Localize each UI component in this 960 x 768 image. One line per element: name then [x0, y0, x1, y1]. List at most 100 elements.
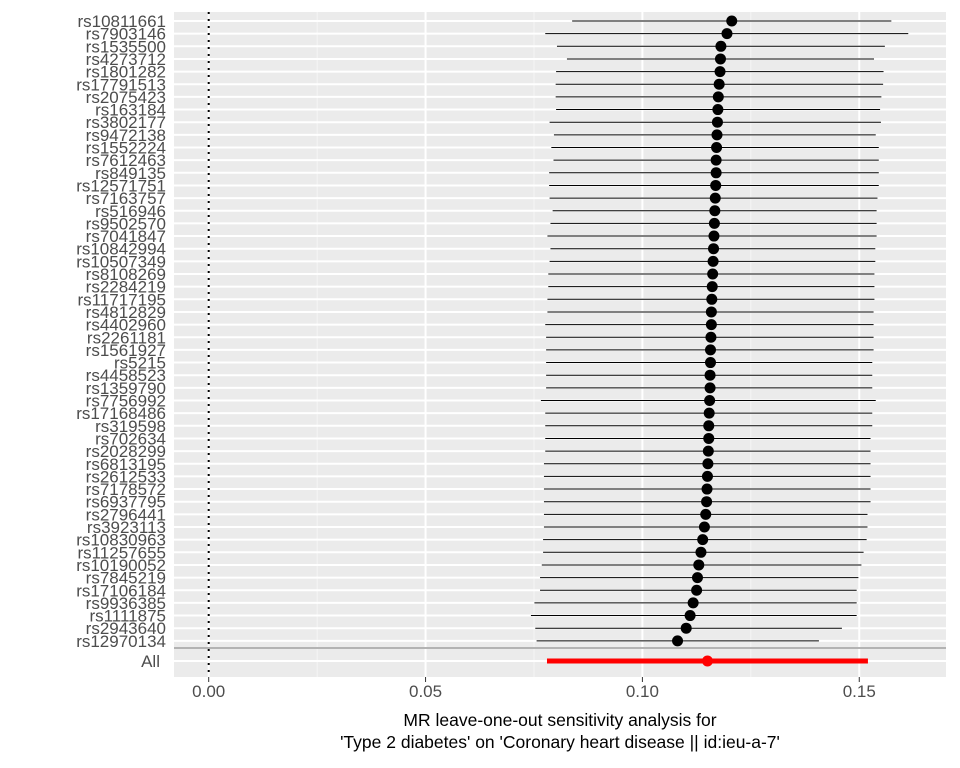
point-rs3802177: [711, 116, 723, 128]
y-tick-label-rs516946: rs516946: [95, 202, 166, 221]
y-tick-label-rs17168486: rs17168486: [76, 404, 166, 423]
y-tick-label-rs4812829: rs4812829: [86, 303, 166, 322]
point-rs7756992: [704, 395, 716, 406]
point-rs10507349: [707, 255, 719, 267]
point-rs163184: [712, 104, 724, 116]
point-rs4273712: [714, 53, 726, 65]
y-tick-label-rs2075423: rs2075423: [86, 88, 166, 107]
y-tick-label-rs3802177: rs3802177: [86, 113, 166, 132]
x-axis-title-line-1: MR leave-one-out sensitivity analysis fo…: [403, 710, 716, 730]
y-tick-label-rs7756992: rs7756992: [86, 392, 166, 411]
x-tick-label: 0.00: [192, 682, 225, 701]
y-tick-label-rs11717195: rs11717195: [77, 290, 166, 309]
point-rs4812829: [705, 306, 717, 318]
point-rs10842994: [708, 243, 720, 255]
y-tick-label-rs1552224: rs1552224: [86, 139, 166, 158]
point-rs3923113: [698, 521, 710, 533]
y-tick-label-rs8108269: rs8108269: [86, 265, 166, 284]
point-rs7903146: [721, 28, 733, 40]
point-rs10811661: [726, 15, 738, 27]
y-tick-label-rs6937795: rs6937795: [86, 493, 166, 512]
point-rs17168486: [703, 407, 715, 419]
y-tick-label-rs2612533: rs2612533: [86, 467, 166, 486]
x-tick-label: 0.15: [843, 682, 876, 701]
y-tick-label-rs4458523: rs4458523: [86, 366, 166, 385]
point-rs1561927: [704, 344, 716, 356]
point-rs2943640: [680, 622, 692, 634]
point-rs2261181: [705, 331, 717, 343]
point-rs849135: [710, 167, 722, 179]
y-tick-label-all: All: [141, 652, 160, 671]
y-tick-label-rs6813195: rs6813195: [86, 455, 166, 474]
x-axis-title-line-2: 'Type 2 diabetes' on 'Coronary heart dis…: [340, 732, 780, 752]
point-rs4402960: [705, 319, 717, 331]
y-tick-label-rs319598: rs319598: [95, 417, 166, 436]
y-tick-label-rs849135: rs849135: [95, 164, 166, 183]
point-rs2075423: [712, 91, 724, 103]
y-tick-label-rs12571751: rs12571751: [76, 176, 166, 195]
x-tick-label: 0.05: [409, 682, 442, 701]
point-rs1535500: [715, 40, 727, 52]
point-rs7041847: [708, 230, 720, 242]
y-tick-label-rs17106184: rs17106184: [76, 581, 166, 600]
point-rs5215: [704, 357, 716, 369]
point-rs10830963: [697, 534, 709, 546]
y-tick-label-rs11257655: rs11257655: [77, 543, 166, 562]
y-tick-label-rs4273712: rs4273712: [86, 50, 166, 69]
x-tick-label: 0.10: [626, 682, 659, 701]
point-rs11717195: [706, 293, 718, 305]
y-tick-label-rs1111875: rs1111875: [89, 607, 166, 626]
point-rs6813195: [702, 458, 714, 470]
y-tick-label-rs5215: rs5215: [114, 354, 166, 373]
y-tick-label-rs7178572: rs7178572: [86, 480, 166, 499]
y-tick-label-rs1801282: rs1801282: [86, 63, 166, 82]
y-tick-label-rs9936385: rs9936385: [86, 594, 166, 613]
point-rs516946: [709, 205, 721, 217]
y-tick-label-rs10842994: rs10842994: [76, 240, 166, 259]
point-rs7612463: [710, 154, 722, 166]
y-tick-label-rs2796441: rs2796441: [86, 505, 166, 524]
point-rs12970134: [672, 635, 684, 647]
y-tick-label-rs2943640: rs2943640: [86, 619, 166, 638]
point-rs7845219: [691, 572, 703, 584]
point-rs7178572: [701, 483, 713, 495]
point-rs10190052: [693, 559, 705, 571]
point-rs1359790: [704, 382, 716, 394]
point-rs1552224: [711, 142, 723, 153]
y-tick-label-rs9502570: rs9502570: [86, 214, 166, 233]
y-tick-label-rs7163757: rs7163757: [86, 189, 166, 208]
y-tick-label-rs10811661: rs10811661: [77, 12, 166, 31]
point-rs9502570: [708, 217, 720, 229]
point-rs7163757: [709, 192, 721, 204]
point-rs9936385: [687, 597, 699, 609]
y-tick-label-rs12970134: rs12970134: [76, 632, 166, 651]
point-rs8108269: [707, 268, 719, 280]
y-tick-label-rs10190052: rs10190052: [76, 556, 166, 575]
point-rs2796441: [700, 508, 712, 520]
point-rs702634: [703, 432, 715, 444]
point-rs2612533: [701, 470, 713, 482]
point-rs9472138: [711, 129, 723, 141]
y-tick-label-rs3923113: rs3923113: [87, 518, 166, 537]
point-rs1801282: [714, 66, 726, 78]
point-rs17106184: [691, 584, 703, 596]
y-tick-label-rs2261181: rs2261181: [87, 328, 166, 347]
point-rs11257655: [695, 546, 707, 558]
y-tick-label-rs2284219: rs2284219: [86, 278, 166, 297]
y-tick-label-rs9472138: rs9472138: [86, 126, 166, 145]
y-tick-label-rs1359790: rs1359790: [86, 379, 166, 398]
point-rs12571751: [710, 179, 722, 191]
y-tick-label-rs1561927: rs1561927: [86, 341, 166, 360]
point-rs4458523: [704, 369, 716, 381]
y-tick-label-rs7845219: rs7845219: [86, 569, 166, 588]
point-rs2284219: [706, 281, 718, 293]
y-tick-label-rs1535500: rs1535500: [86, 37, 166, 56]
y-tick-label-rs10830963: rs10830963: [76, 531, 166, 550]
y-tick-label-rs4402960: rs4402960: [86, 316, 166, 335]
y-tick-label-rs163184: rs163184: [95, 101, 166, 120]
y-tick-label-rs7612463: rs7612463: [86, 151, 166, 170]
point-rs2028299: [702, 445, 714, 457]
point-rs17791513: [713, 78, 725, 90]
